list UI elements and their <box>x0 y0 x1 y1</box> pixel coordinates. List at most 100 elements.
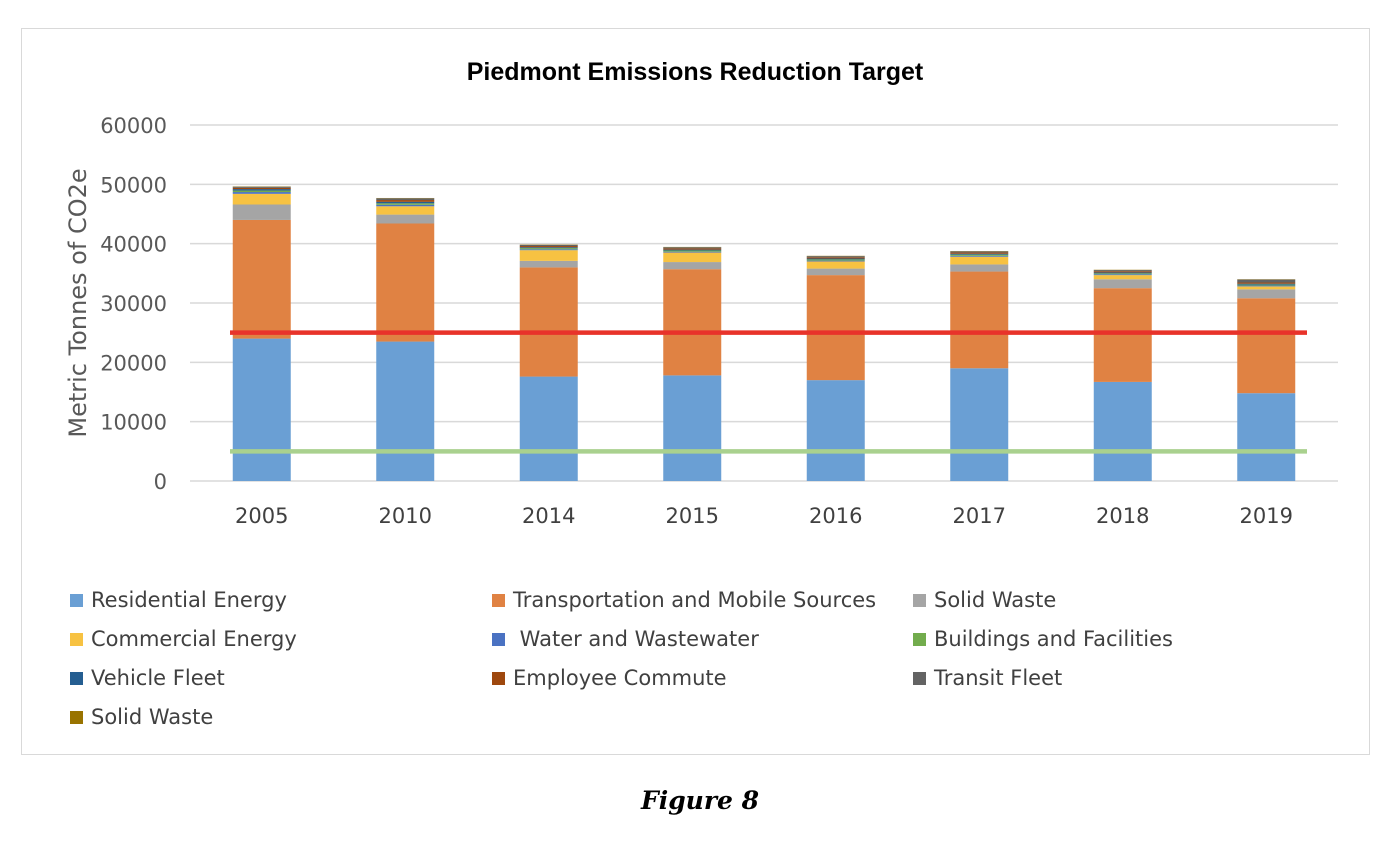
bar-segment <box>232 193 291 205</box>
y-tick-label: 20000 <box>100 351 167 375</box>
y-tick-label: 40000 <box>100 233 167 257</box>
bar-segment <box>1237 284 1296 286</box>
bar-segment <box>950 253 1009 255</box>
bar-segment <box>1237 285 1296 287</box>
bar-segment <box>232 338 291 481</box>
bar-segment <box>1237 289 1296 299</box>
bar-segment <box>1237 283 1296 285</box>
bar-segment <box>1237 393 1296 481</box>
legend-label: Solid Waste <box>91 705 214 729</box>
bar-segment <box>663 269 722 376</box>
bar-segment <box>663 250 722 252</box>
bar-segment <box>1237 279 1296 283</box>
x-tick-label: 2017 <box>953 504 1006 528</box>
legend-item: Residential Energy <box>70 588 287 612</box>
x-tick-label: 2018 <box>1096 504 1149 528</box>
bar-segment <box>519 247 578 249</box>
y-tick-label: 0 <box>154 470 167 494</box>
bar-segment <box>950 251 1009 253</box>
bars <box>232 186 1296 481</box>
bar-segment <box>519 267 578 377</box>
y-tick-label: 50000 <box>100 173 167 197</box>
legend-label: Buildings and Facilities <box>934 627 1173 651</box>
bar-segment <box>376 201 435 204</box>
bar-segment <box>376 203 435 205</box>
bar-segment <box>806 259 865 261</box>
legend-item: Transit Fleet <box>913 666 1062 690</box>
y-axis-label: Metric Tonnes of CO2e <box>64 168 92 437</box>
reference-lines <box>230 330 1307 454</box>
bar-segment <box>519 376 578 481</box>
bar-segment <box>1237 286 1296 290</box>
bar-segment <box>376 206 435 215</box>
legend-item: Transportation and Mobile Sources <box>492 588 876 612</box>
bar-segment <box>519 246 578 248</box>
bar-segment <box>232 190 291 193</box>
bar-segment <box>806 258 865 260</box>
bar-segment <box>806 380 865 481</box>
y-tick-label: 60000 <box>100 114 167 138</box>
bar-segment <box>950 256 1009 265</box>
x-tick-label: 2019 <box>1240 504 1293 528</box>
legend-swatch <box>913 671 926 685</box>
legend-item: Solid Waste <box>913 588 1056 612</box>
bar-segment <box>1093 288 1152 382</box>
legend-item: Employee Commute <box>492 666 727 690</box>
legend-swatch <box>70 671 83 685</box>
x-tick-label: 2014 <box>522 504 575 528</box>
legend-swatch <box>492 671 505 685</box>
legend-label: Employee Commute <box>513 666 727 690</box>
bar-segment <box>232 219 291 339</box>
x-tick-label: 2005 <box>235 504 288 528</box>
bar-segment <box>1237 282 1296 284</box>
bar-segment <box>663 252 722 263</box>
bar-segment <box>376 341 435 481</box>
bar-segment <box>663 248 722 250</box>
bar-segment <box>1093 279 1152 289</box>
figure-caption: Figure 8 <box>640 786 760 815</box>
bar-segment <box>519 244 578 247</box>
legend-label: Commercial Energy <box>91 627 297 651</box>
bar-segment <box>519 248 578 250</box>
bar-segment <box>232 192 291 194</box>
chart-title: Piedmont Emissions Reduction Target <box>467 58 924 86</box>
x-tick-label: 2015 <box>666 504 719 528</box>
legend-swatch <box>70 632 83 646</box>
y-tick-label: 10000 <box>100 411 167 435</box>
bar-segment <box>232 187 291 190</box>
legend-item: Solid Waste <box>70 705 213 729</box>
bar-segment <box>1093 274 1152 276</box>
bar-segment <box>232 186 291 188</box>
x-tick-label: 2016 <box>809 504 862 528</box>
legend-label: Water and Wastewater <box>513 627 759 651</box>
bar-segment <box>519 250 578 261</box>
legend-swatch <box>492 593 505 607</box>
legend-label: Transit Fleet <box>934 666 1063 690</box>
legend-label: Solid Waste <box>934 588 1057 612</box>
bar-segment <box>950 264 1009 272</box>
gridlines <box>190 124 1338 482</box>
legend-swatch <box>913 632 926 646</box>
bar-segment <box>232 204 291 220</box>
legend-label: Residential Energy <box>91 588 287 612</box>
bar-segment <box>950 368 1009 481</box>
bar-segment <box>806 256 865 258</box>
bar-segment <box>663 262 722 270</box>
bar-segment <box>1093 275 1152 280</box>
bar-segment <box>950 252 1009 254</box>
bar-segment <box>376 223 435 342</box>
y-axis-ticks: 0 10000 20000 30000 40000 50000 60000 <box>100 114 167 494</box>
legend-label: Transportation and Mobile Sources <box>513 588 877 612</box>
legend-label: Vehicle Fleet <box>91 666 225 690</box>
y-tick-label: 30000 <box>100 292 167 316</box>
bar-segment <box>806 261 865 269</box>
bar-segment <box>376 200 435 202</box>
bar-segment <box>806 268 865 276</box>
bar-segment <box>519 260 578 268</box>
bar-segment <box>806 257 865 259</box>
bar-segment <box>519 249 578 251</box>
bar-segment <box>950 255 1009 257</box>
bar-segment <box>950 271 1009 369</box>
bar-segment <box>376 204 435 207</box>
